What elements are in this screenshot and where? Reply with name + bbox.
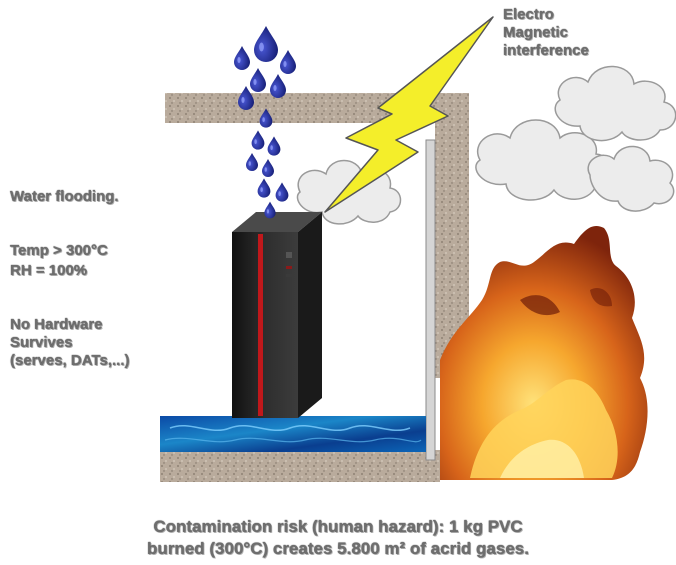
floor-water — [160, 416, 426, 452]
hardware-label: No Hardware Survives (serves, DATs,...) — [10, 316, 130, 370]
server-rack — [232, 212, 322, 418]
hardware-line-3: (serves, DATs,...) — [10, 352, 130, 369]
hardware-line-2: Survives — [10, 334, 73, 351]
hardware-line-1: No Hardware — [10, 316, 103, 333]
lightning-bolt-icon — [324, 16, 494, 213]
fire — [440, 225, 648, 480]
floor-slab — [160, 450, 440, 482]
caption-line-1: Contamination risk (human hazard): 1 kg … — [153, 517, 523, 536]
emi-line-2: Magnetic — [503, 24, 569, 41]
emi-line-1: Electro — [503, 6, 554, 23]
smoke-clouds — [296, 65, 676, 225]
caption-line-2: burned (300°C) creates 5.800 m² of acrid… — [147, 539, 529, 558]
rh-label: RH = 100% — [10, 262, 88, 279]
temp-label: Temp > 300°C — [10, 242, 108, 259]
server-red-stripe — [258, 234, 263, 416]
emi-line-3: interference — [503, 42, 589, 59]
wall-pipe — [425, 139, 436, 461]
water-flooding-label: Water flooding. — [10, 188, 119, 205]
emi-label: Electro Magnetic interference — [503, 6, 589, 60]
